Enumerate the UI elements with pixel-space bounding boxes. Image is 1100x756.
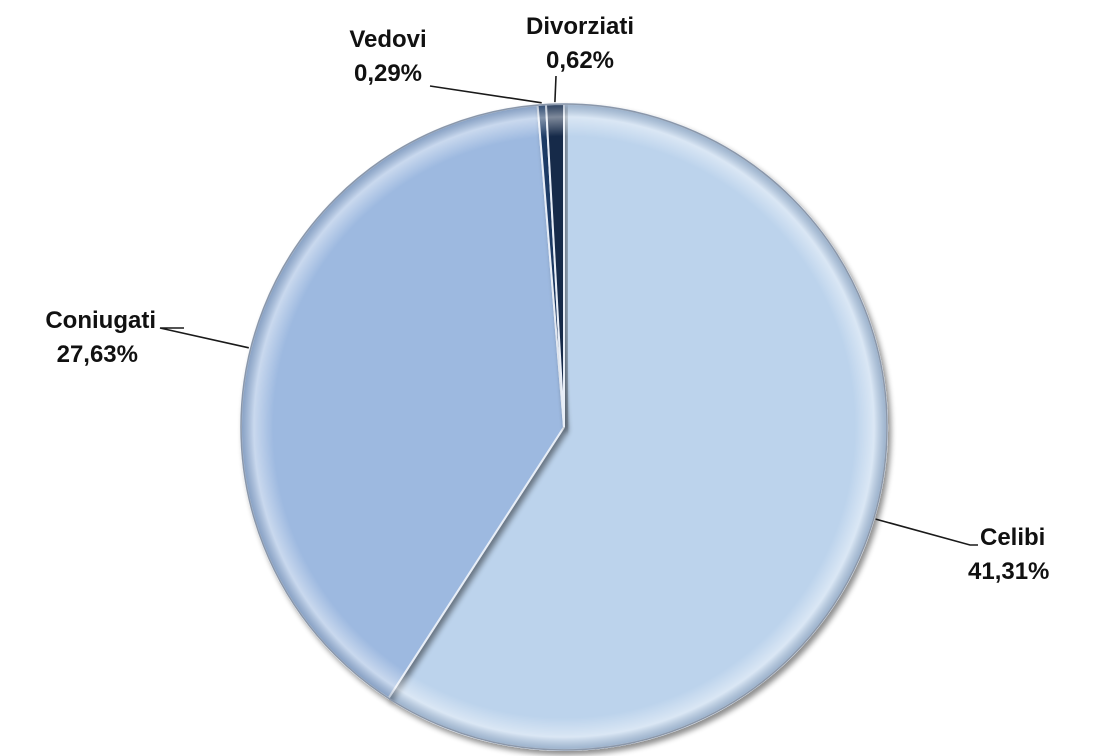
label-value-vedovi: 0,29% <box>354 60 422 87</box>
pie-labels: Celibi 41,31% Coniugati 27,63% Vedovi 0,29% Di… <box>45 13 1049 585</box>
leader-line-divorziati <box>554 75 557 103</box>
leader-line-vedovi <box>429 85 542 104</box>
label-name-celibi: Celibi <box>980 524 1045 551</box>
label-value-divorziati: 0,62% <box>546 47 614 74</box>
label-name-coniugati: Coniugati <box>45 307 156 334</box>
pie-slices <box>240 102 888 751</box>
leader-line-coniugati <box>159 327 249 349</box>
label-name-divorziati: Divorziati <box>526 13 634 40</box>
label-value-celibi: 41,31% <box>968 558 1049 585</box>
label-value-coniugati: 27,63% <box>57 341 138 368</box>
leader-line-celibi <box>875 518 978 546</box>
label-name-vedovi: Vedovi <box>349 26 426 53</box>
